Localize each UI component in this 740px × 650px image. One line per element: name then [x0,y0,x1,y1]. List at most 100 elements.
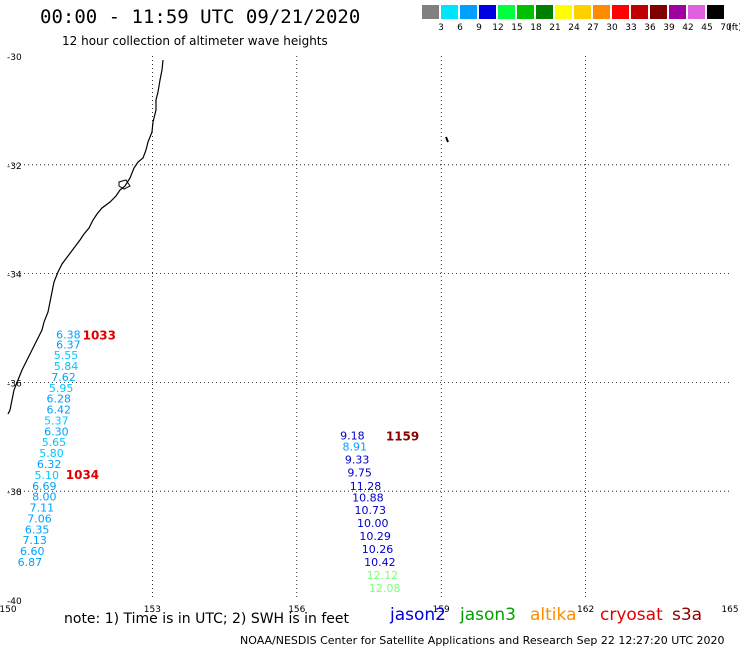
satellite-label: jason3 [460,605,516,625]
lat-tick-label: -32 [7,162,22,172]
pass-time-label: 1034 [66,468,99,482]
wave-height-value: 6.28 [47,393,72,406]
wave-height-value: 5.65 [42,436,66,449]
wave-height-value: 12.08 [369,582,401,595]
lat-tick-label: -40 [7,597,22,607]
legend-bin-label: 30 [606,23,618,33]
legend-swatch [669,5,686,19]
legend-bin-label: 45 [701,23,713,33]
wave-height-value: 6.60 [20,545,45,558]
lon-tick-label: 159 [433,605,450,615]
coastline-australia [7,59,164,415]
lat-tick-label: -34 [7,271,22,281]
legend-bin-label: 21 [549,23,561,33]
lon-tick-label: 150 [0,605,17,615]
legend-swatch [422,5,439,19]
legend-swatch [441,5,458,19]
units-note: note: 1) Time is in UTC; 2) SWH is in fe… [64,611,350,627]
satellite-label: jason2 [390,605,446,625]
wave-height-value: 6.38 [56,329,80,342]
wave-height-value: 9.33 [345,454,370,467]
wave-height-value: 10.29 [359,530,391,543]
wave-height-value: 5.95 [49,382,73,395]
altimeter-tracks: 6.386.375.555.847.625.956.286.425.376.30… [18,329,420,596]
lon-tick-label: 165 [721,605,738,615]
legend-swatch [479,5,496,19]
pass-time-label: 1159 [386,430,419,444]
legend-swatch [517,5,534,19]
wave-height-value: 10.26 [362,543,394,556]
wave-height-value: 10.42 [364,556,396,569]
wave-height-value: 9.18 [340,430,365,443]
wave-height-value: 10.00 [357,517,389,530]
wave-height-value: 7.62 [51,371,76,384]
legend-swatch [650,5,667,19]
wave-height-value: 5.37 [44,414,69,427]
map-subtitle: 12 hour collection of altimeter wave hei… [62,34,328,48]
wave-height-value: 6.37 [56,338,80,351]
wave-height-value: 7.11 [30,502,55,515]
wave-height-value: 9.75 [347,467,372,480]
satellite-label: cryosat [600,605,663,625]
wave-height-value: 5.84 [54,360,79,373]
lat-tick-label: -38 [7,488,22,498]
map-title: 00:00 - 11:59 UTC 09/21/2020 [40,6,361,28]
satellite-label: altika [530,605,577,625]
wave-height-value: 8.00 [32,491,57,504]
lat-tick-label: -36 [7,379,22,389]
legend-swatch [688,5,705,19]
wave-height-value: 5.10 [34,469,59,482]
wave-height-value: 5.80 [39,447,64,460]
wave-height-value: 6.42 [47,404,72,417]
legend-swatch [631,5,648,19]
lord-howe-island [445,136,449,143]
legend-swatch [555,5,572,19]
legend-bin-label: 36 [644,23,656,33]
wave-height-value: 5.55 [54,349,79,362]
lon-tick-label: 162 [577,605,594,615]
legend-swatch [707,5,724,19]
legend-swatch [574,5,591,19]
legend-bin-label: 24 [568,23,580,33]
legend-bin-label: 70 [720,23,732,33]
legend-swatch [612,5,629,19]
legend-bin-label: 33 [625,23,637,33]
wave-height-value: 10.88 [352,492,384,505]
wave-height-value: 6.30 [44,425,69,438]
legend-bin-label: 9 [476,23,482,33]
legend-bin-label: 3 [438,23,444,33]
legend-bin-label: 27 [587,23,599,33]
legend-bin-label: 6 [457,23,463,33]
lon-tick-label: 153 [144,605,161,615]
wave-height-value: 10.73 [355,504,387,517]
legend-bin-label: 42 [682,23,694,33]
legend-swatch [498,5,515,19]
track-east: 9.188.919.339.7511.2810.8810.7310.0010.2… [340,430,419,595]
track-west: 6.386.375.555.847.625.956.286.425.376.30… [18,329,116,569]
lat-tick-label: -30 [7,53,22,63]
wave-height-value: 6.69 [32,480,57,493]
legend-swatch [536,5,553,19]
wave-height-value: 6.87 [18,556,43,569]
wave-height-value: 6.32 [37,458,62,471]
wave-height-value: 7.13 [22,534,47,547]
wave-height-value: 7.06 [27,512,52,525]
legend-bin-label: 39 [663,23,675,33]
legend-swatch [460,5,477,19]
legend-bin-label: 18 [530,23,542,33]
wave-height-value: 6.35 [25,523,49,536]
wave-height-value: 11.28 [350,480,382,493]
wave-height-value: 8.91 [343,441,368,454]
pass-time-label: 1033 [83,329,116,343]
wave-height-value: 12.12 [367,569,399,582]
satellite-label: s3a [672,605,703,625]
legend-bin-label: 15 [511,23,523,33]
legend-bin-label: 12 [492,23,504,33]
lon-tick-label: 156 [288,605,305,615]
coast-inlet [118,179,131,190]
legend-unit: (ft) [728,23,740,33]
legend-swatch [593,5,610,19]
